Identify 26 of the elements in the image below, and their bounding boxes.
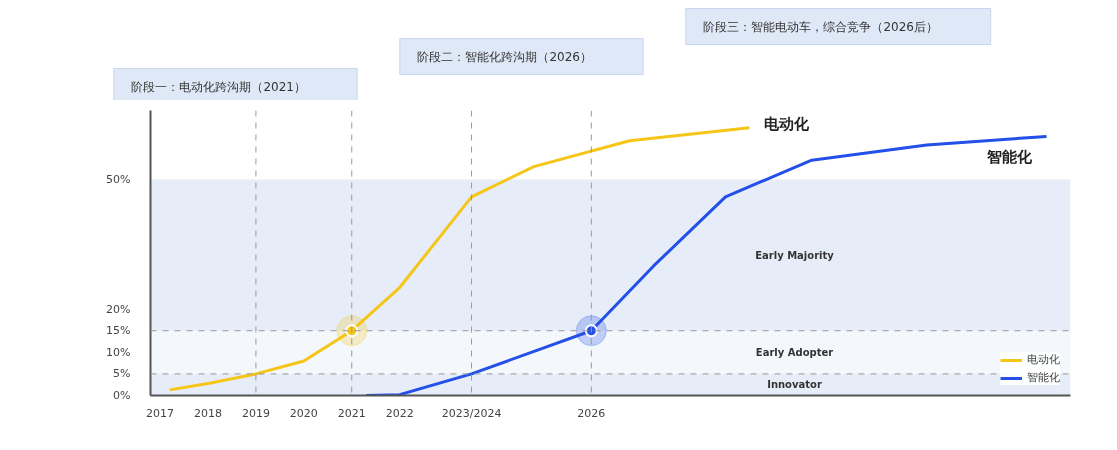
line-series — [168, 126, 751, 392]
x-tick-label: 2020 — [289, 406, 318, 420]
x-tick-label: 2019 — [241, 406, 270, 420]
x-tick-label: 2026 — [577, 406, 606, 420]
y-tick-label: 20% — [106, 302, 131, 316]
text: 阶段二：智能化跨沟期（2026） — [417, 49, 592, 64]
x-tick-label: 2022 — [385, 406, 414, 420]
x-tick-label: 2021 — [337, 406, 366, 420]
y-tick-label: 5% — [113, 367, 131, 381]
x-tick-label: 2017 — [146, 406, 175, 420]
x-tick-label: 2023/2024 — [441, 406, 502, 420]
y-tick-label: 10% — [106, 345, 131, 359]
y-tick-label: 50% — [106, 173, 131, 187]
band-label: Early Majority — [755, 249, 835, 261]
y-tick-label: 0% — [113, 389, 131, 402]
legend-label: 智能化 — [1027, 370, 1060, 385]
text: 智能化 — [986, 148, 1032, 167]
text: 阶段一：电动化跨沟期（2021） — [131, 79, 306, 94]
line-series — [364, 134, 1049, 396]
text: 电动化 — [764, 114, 810, 133]
legend-label: 电动化 — [1027, 352, 1060, 367]
text: 阶段三：智能电动车，综合竞争（2026后） — [703, 19, 938, 34]
band-label: Innovator — [767, 379, 822, 391]
x-tick-label: 2018 — [194, 406, 222, 420]
y-tick-label: 15% — [106, 324, 131, 338]
band-label: Early Adopter — [755, 346, 834, 358]
